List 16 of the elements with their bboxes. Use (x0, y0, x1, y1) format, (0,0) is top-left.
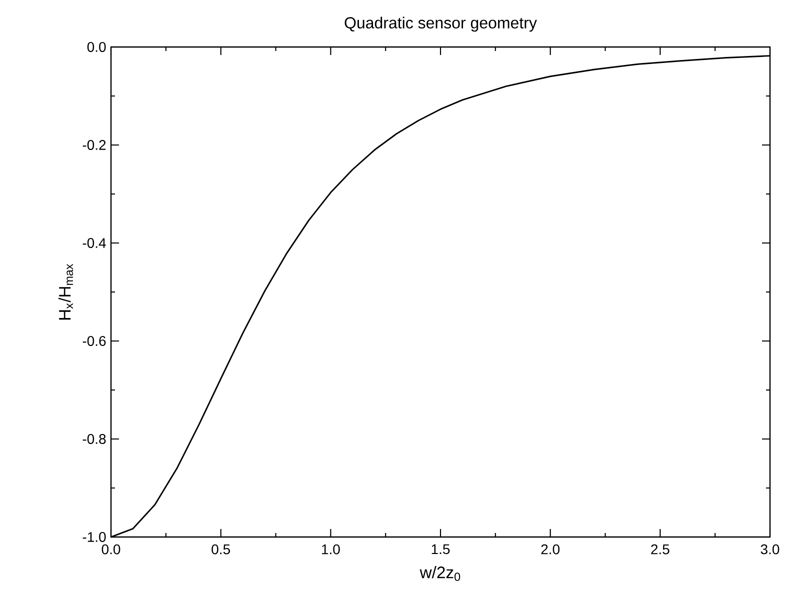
x-axis-title: w/2z$_{0}$ (420, 566, 460, 581)
y-tick-label: -0.6 (82, 336, 106, 346)
x-tick-label: 0.0 (102, 544, 120, 554)
x-tick-label: 3.0 (760, 544, 780, 554)
x-tick-label: 0.5 (212, 544, 230, 554)
chart-title: Quadratic sensor geometry (344, 16, 537, 32)
y-axis-title: H$_{x}$/H$_{max}$ (58, 264, 74, 320)
x-tick-label: 2.0 (541, 544, 560, 554)
y-tick-label: 0.0 (87, 42, 106, 52)
y-tick-label: -0.4 (82, 238, 106, 248)
y-tick-label: -0.2 (82, 140, 106, 150)
y-tick-label: -0.8 (82, 434, 106, 444)
y-tick-label: -1.0 (82, 532, 106, 542)
x-tick-label: 2.5 (651, 544, 670, 554)
x-tick-label: 1.5 (432, 544, 450, 554)
x-tick-label: 1.0 (322, 544, 340, 554)
